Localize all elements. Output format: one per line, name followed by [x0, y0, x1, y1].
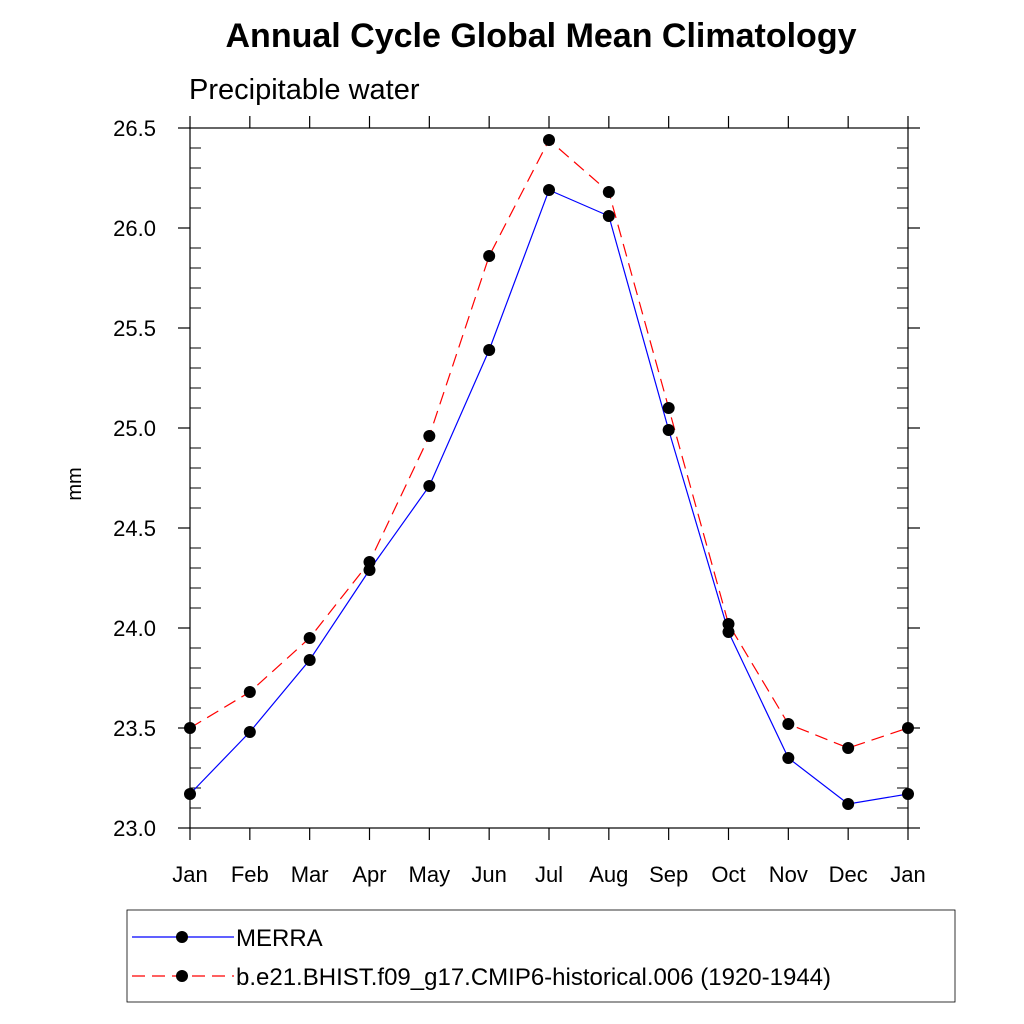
x-tick-label: Nov [769, 862, 808, 887]
axis-ticks: Jan Feb Mar Apr May Jun Jul Aug Sep Oct Nov Dec Jan 2… [113, 116, 926, 887]
data-point [243, 686, 256, 698]
data-point [662, 424, 675, 436]
data-point [602, 210, 615, 222]
data-point [602, 186, 615, 198]
data-point [303, 632, 316, 644]
legend: MERRA b.e21.BHIST.f09_g17.CMIP6-historica… [126, 909, 956, 1003]
legend-label: MERRA [236, 925, 323, 952]
data-point [543, 184, 555, 196]
data-point [662, 402, 675, 414]
chart-subtitle: Precipitable water [189, 74, 420, 106]
y-axis-label: mm [64, 467, 86, 500]
legend-label: b.e21.BHIST.f09_g17.CMIP6-historical.006… [236, 964, 831, 991]
minor-ticks [190, 147, 908, 809]
data-point [483, 250, 496, 262]
series-layer [184, 134, 914, 810]
data-point [842, 798, 855, 810]
x-tick-label: Sep [649, 862, 688, 887]
data-point [243, 726, 256, 738]
x-tick-label: Jan [172, 862, 207, 887]
x-tick-label: Jan [890, 862, 925, 887]
data-point [483, 344, 496, 356]
x-tick-label: Apr [352, 862, 386, 887]
y-tick-label: 23.5 [113, 716, 156, 741]
x-tick-label: May [409, 862, 451, 887]
legend-marker [176, 970, 188, 982]
y-tick-label: 26.0 [113, 216, 156, 241]
y-tick-label: 25.5 [113, 316, 156, 341]
y-tick-label: 25.0 [113, 416, 156, 441]
chart-title: Annual Cycle Global Mean Climatology [226, 17, 857, 55]
x-tick-label: Dec [829, 862, 868, 887]
y-tick-label: 26.5 [113, 116, 156, 141]
series-line [189, 189, 909, 805]
data-point [423, 480, 436, 492]
x-tick-label: Feb [231, 862, 269, 887]
data-point [363, 564, 376, 576]
y-tick-label: 24.5 [113, 516, 156, 541]
series-line [189, 139, 909, 749]
data-point [722, 626, 735, 638]
x-tick-label: Jun [471, 862, 506, 887]
data-point [782, 752, 795, 764]
x-tick-label: Jul [535, 862, 563, 887]
x-tick-label: Aug [589, 862, 628, 887]
x-tick-label: Mar [291, 862, 329, 887]
data-point [782, 718, 795, 730]
data-point [842, 742, 855, 754]
y-tick-label: 23.0 [113, 816, 156, 841]
y-tick-label: 24.0 [113, 616, 156, 641]
data-point [543, 134, 555, 146]
plot-frame [189, 127, 909, 829]
x-tick-label: Oct [711, 862, 745, 887]
data-point [303, 654, 316, 666]
legend-marker [176, 931, 188, 943]
data-point [423, 430, 436, 442]
legend-box [126, 909, 956, 1003]
